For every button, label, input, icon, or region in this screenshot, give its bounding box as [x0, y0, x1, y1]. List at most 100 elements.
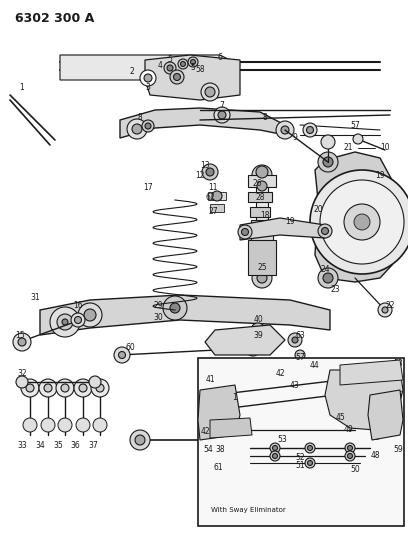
Text: 17: 17	[143, 182, 153, 191]
Text: 56: 56	[393, 403, 403, 413]
Text: 48: 48	[370, 450, 380, 459]
Circle shape	[180, 61, 186, 67]
Circle shape	[348, 454, 353, 458]
Circle shape	[132, 124, 142, 134]
Polygon shape	[210, 418, 252, 438]
Circle shape	[214, 107, 230, 123]
Text: 23: 23	[330, 286, 340, 295]
Text: 28: 28	[255, 192, 265, 201]
Polygon shape	[240, 218, 325, 240]
Text: 36: 36	[70, 440, 80, 449]
Circle shape	[75, 317, 82, 324]
Text: 32: 32	[17, 368, 27, 377]
Text: 35: 35	[53, 440, 63, 449]
Text: 6302 300 A: 6302 300 A	[16, 12, 95, 25]
Text: 8: 8	[263, 114, 267, 123]
Circle shape	[252, 268, 272, 288]
Text: 19: 19	[375, 171, 385, 180]
Circle shape	[13, 333, 31, 351]
Circle shape	[255, 327, 261, 333]
Circle shape	[273, 454, 277, 458]
Circle shape	[348, 446, 353, 450]
Text: 15: 15	[15, 330, 25, 340]
Text: 38: 38	[215, 446, 225, 455]
Polygon shape	[198, 385, 240, 440]
Text: 39: 39	[253, 330, 263, 340]
Circle shape	[215, 413, 220, 417]
Circle shape	[16, 376, 28, 388]
Circle shape	[281, 126, 289, 134]
Circle shape	[114, 347, 130, 363]
Polygon shape	[325, 370, 403, 430]
Circle shape	[205, 87, 215, 97]
Text: 18: 18	[260, 211, 270, 220]
Text: 43: 43	[290, 381, 300, 390]
Circle shape	[308, 461, 313, 465]
Circle shape	[76, 418, 90, 432]
Text: 61: 61	[213, 464, 223, 472]
Polygon shape	[40, 295, 330, 335]
Circle shape	[89, 376, 101, 388]
Circle shape	[295, 350, 305, 360]
Text: 1: 1	[233, 393, 237, 402]
Circle shape	[310, 170, 408, 274]
Circle shape	[276, 121, 294, 139]
Polygon shape	[205, 325, 285, 355]
Circle shape	[61, 384, 69, 392]
Polygon shape	[315, 152, 395, 282]
Circle shape	[353, 134, 363, 144]
Text: 48: 48	[370, 433, 380, 442]
Text: 47: 47	[393, 424, 403, 432]
Circle shape	[245, 340, 261, 356]
Bar	[250, 207, 270, 217]
Polygon shape	[60, 55, 220, 70]
Circle shape	[71, 313, 85, 327]
Polygon shape	[145, 55, 240, 100]
Text: 13: 13	[200, 160, 210, 169]
Text: 41: 41	[205, 376, 215, 384]
Circle shape	[170, 70, 184, 84]
Circle shape	[218, 111, 226, 119]
Circle shape	[257, 273, 267, 283]
Bar	[198, 358, 404, 526]
Circle shape	[127, 119, 147, 139]
Circle shape	[257, 170, 267, 180]
Circle shape	[173, 74, 180, 80]
Circle shape	[56, 379, 74, 397]
Circle shape	[163, 296, 187, 320]
Text: 5: 5	[168, 55, 173, 64]
Text: 20: 20	[313, 206, 323, 214]
Circle shape	[39, 379, 57, 397]
Circle shape	[323, 273, 333, 283]
Circle shape	[41, 418, 55, 432]
Circle shape	[58, 418, 72, 432]
Circle shape	[320, 180, 404, 264]
Circle shape	[78, 303, 102, 327]
Text: 55: 55	[393, 391, 403, 400]
Text: 57: 57	[295, 352, 305, 361]
Text: 26: 26	[252, 179, 262, 188]
Text: 42: 42	[200, 427, 210, 437]
Text: 46: 46	[393, 414, 403, 423]
Circle shape	[91, 379, 109, 397]
Text: 42: 42	[275, 368, 285, 377]
Circle shape	[170, 303, 180, 313]
Text: 34: 34	[35, 440, 45, 449]
Circle shape	[256, 166, 268, 178]
Circle shape	[167, 65, 173, 71]
Circle shape	[270, 451, 280, 461]
Circle shape	[270, 443, 280, 453]
Circle shape	[257, 181, 267, 191]
Circle shape	[23, 418, 37, 432]
Circle shape	[142, 120, 154, 132]
Circle shape	[201, 83, 219, 101]
Circle shape	[135, 435, 145, 445]
Bar	[248, 240, 276, 275]
Text: 12: 12	[195, 171, 205, 180]
Circle shape	[303, 123, 317, 137]
Circle shape	[318, 268, 338, 288]
Polygon shape	[120, 108, 285, 138]
Circle shape	[84, 309, 96, 321]
Circle shape	[188, 57, 198, 67]
Circle shape	[292, 337, 298, 343]
